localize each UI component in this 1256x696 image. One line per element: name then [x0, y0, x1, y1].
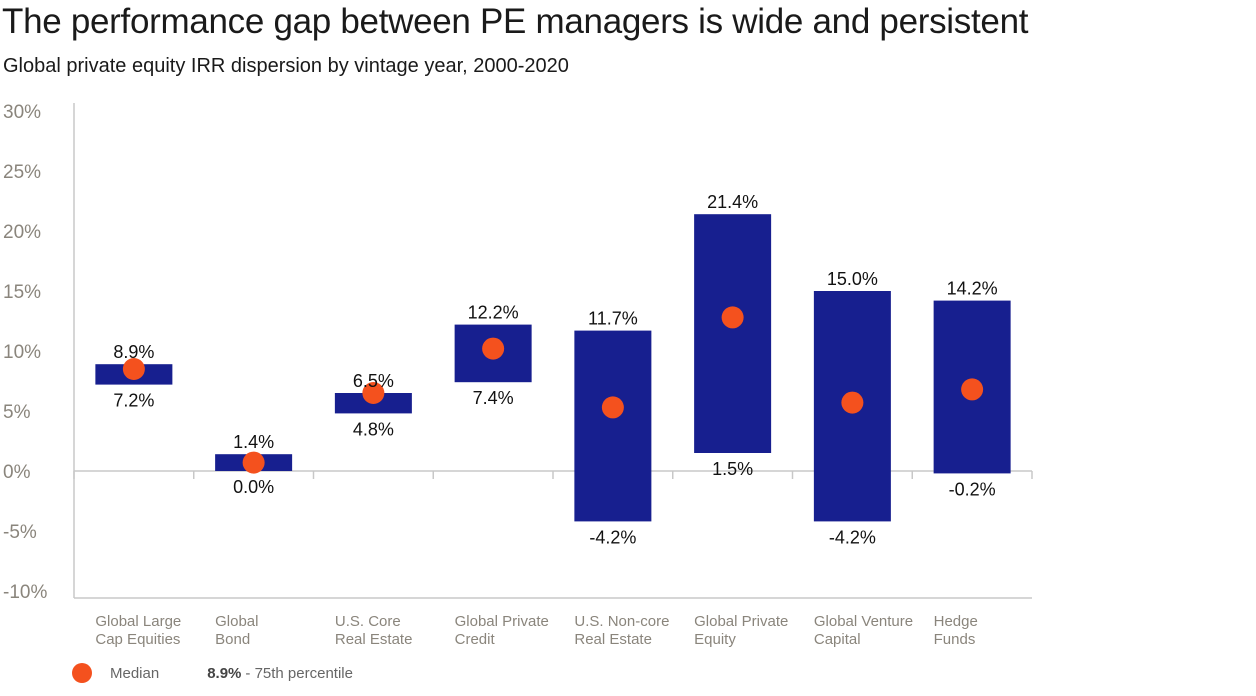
bottom-value-label: 4.8%: [353, 419, 394, 439]
y-tick-label: -5%: [3, 522, 37, 543]
category-label: U.S. Core: [335, 613, 401, 630]
median-marker: [961, 378, 984, 401]
category-label: Global Private: [694, 613, 788, 630]
category-label: Cap Equities: [95, 631, 180, 648]
category-label: Bond: [215, 631, 250, 648]
chart-title: The performance gap between PE managers …: [2, 2, 1029, 41]
chart-subtitle: Global private equity IRR dispersion by …: [3, 55, 569, 77]
top-value-label: 8.9%: [113, 342, 154, 362]
median-marker: [122, 358, 145, 380]
bottom-value-label: -4.2%: [589, 527, 636, 547]
bottom-value-label: 7.2%: [113, 391, 154, 411]
y-tick-label: 5%: [3, 402, 31, 423]
category-label: Real Estate: [574, 631, 652, 648]
y-tick-label: 30%: [3, 102, 41, 123]
category-label: Capital: [814, 631, 861, 648]
category-label: Global: [215, 613, 258, 630]
bottom-value-label: -0.2%: [949, 479, 996, 499]
median-marker: [482, 337, 505, 360]
median-marker: [721, 306, 744, 329]
category-label: Credit: [455, 631, 496, 648]
legend-sample-value: 8.9%: [207, 664, 242, 682]
top-value-label: 11.7%: [588, 309, 638, 329]
category-label: Equity: [694, 631, 736, 648]
legend-median-label: Median: [110, 664, 160, 682]
top-value-label: 6.5%: [353, 371, 394, 391]
median-marker: [242, 451, 265, 474]
bottom-value-label: -4.2%: [829, 527, 876, 547]
top-value-label: 14.2%: [947, 279, 998, 299]
category-label: Real Estate: [335, 631, 413, 648]
legend: Median 8.9% - 75th percentile: [72, 661, 353, 685]
category-label: Global Private: [455, 613, 549, 630]
top-value-label: 1.4%: [233, 432, 274, 452]
bottom-value-label: 7.4%: [473, 388, 514, 408]
y-tick-label: 25%: [3, 162, 41, 183]
median-marker: [841, 391, 864, 414]
bottom-value-label: 1.5%: [712, 459, 753, 479]
median-marker: [601, 396, 624, 419]
range-bar: [574, 330, 652, 522]
bottom-value-label: 0.0%: [233, 477, 274, 497]
y-tick-label: 20%: [3, 222, 41, 243]
top-value-label: 15.0%: [827, 269, 878, 289]
median-marker: [362, 382, 385, 404]
range-bar: [694, 214, 772, 453]
category-label: Global Venture: [814, 613, 913, 630]
legend-sample-text: - 75th percentile: [245, 664, 353, 682]
y-tick-label: 15%: [3, 282, 41, 303]
top-value-label: 21.4%: [707, 192, 758, 212]
category-label: Hedge: [934, 613, 978, 630]
category-label: U.S. Non-core: [574, 613, 669, 630]
y-tick-label: -10%: [3, 582, 47, 603]
top-value-label: 12.2%: [468, 303, 519, 323]
median-legend-icon: [72, 663, 92, 683]
y-tick-label: 0%: [3, 462, 31, 483]
y-tick-label: 10%: [3, 342, 41, 363]
category-label: Funds: [934, 631, 976, 648]
category-label: Global Large: [95, 613, 181, 630]
